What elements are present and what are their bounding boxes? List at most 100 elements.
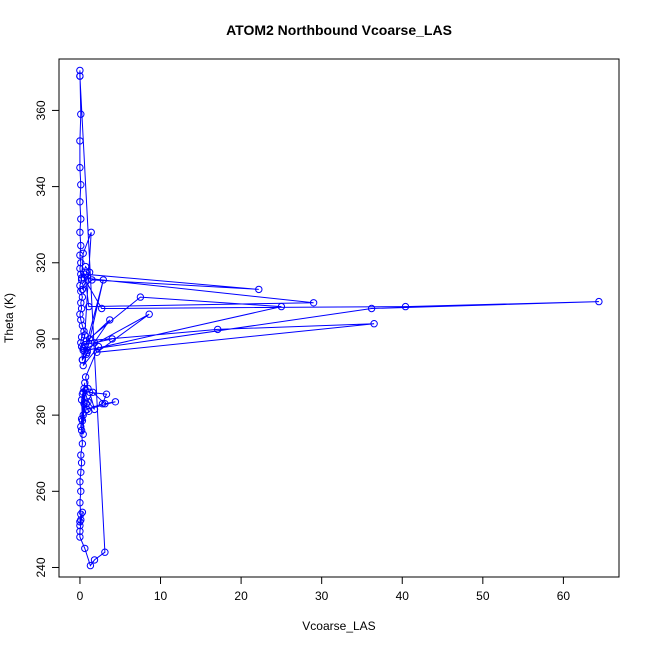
y-tick-label: 300 — [34, 329, 48, 349]
y-tick-label: 280 — [34, 405, 48, 425]
data-point — [85, 388, 94, 396]
y-tick-label: 260 — [34, 481, 48, 501]
data-point — [84, 384, 92, 393]
data-point — [77, 468, 85, 476]
data-point — [401, 302, 410, 311]
data-point — [80, 400, 88, 408]
data-point — [214, 325, 222, 334]
y-tick-label: 360 — [34, 100, 48, 120]
x-tick-label: 0 — [77, 589, 84, 603]
data-point — [77, 299, 85, 307]
data-point — [77, 459, 86, 467]
data-point — [76, 66, 84, 75]
data-point — [76, 72, 84, 80]
data-point — [255, 285, 263, 294]
data-point — [106, 316, 114, 324]
data-point — [595, 297, 603, 306]
data-point — [77, 422, 85, 431]
data-point — [77, 110, 85, 118]
data-point — [79, 430, 87, 438]
data-point — [309, 299, 318, 307]
data-point — [89, 388, 97, 396]
x-tick-label: 40 — [396, 589, 410, 603]
data-point — [90, 405, 99, 414]
data-point — [77, 215, 85, 223]
data-point — [98, 400, 107, 408]
data-point — [81, 341, 89, 349]
data-point — [77, 451, 85, 459]
data-point — [88, 276, 96, 284]
data-point — [81, 544, 89, 553]
data-point — [111, 398, 120, 406]
data-point — [76, 198, 84, 206]
data-point — [77, 181, 85, 189]
data-point — [81, 379, 89, 387]
data-point — [98, 304, 106, 313]
data-point — [370, 320, 378, 328]
data-point — [86, 561, 95, 570]
data-point — [84, 398, 92, 406]
data-point — [83, 405, 91, 414]
data-point — [77, 259, 85, 267]
data-point — [78, 356, 87, 364]
data-point — [76, 310, 84, 318]
y-tick-label: 340 — [34, 176, 48, 196]
chart-title: ATOM2 Northbound Vcoarse_LAS — [226, 22, 452, 38]
data-point — [81, 373, 90, 381]
data-point — [87, 228, 95, 237]
data-point — [81, 386, 90, 395]
data-point — [90, 339, 99, 347]
x-axis: 0 10 20 30 40 50 60 — [77, 576, 571, 603]
data-point — [76, 478, 84, 486]
x-tick-label: 50 — [476, 589, 490, 603]
data-point — [76, 521, 84, 530]
data-point — [85, 268, 94, 276]
y-tick-label: 320 — [34, 252, 48, 272]
data-point — [76, 499, 84, 507]
data-point — [80, 274, 88, 282]
data-point — [85, 335, 94, 343]
data-point — [367, 304, 376, 313]
data-point — [145, 310, 153, 318]
data-point — [76, 281, 84, 290]
data-point — [76, 228, 84, 237]
x-axis-label: Vcoarse_LAS — [302, 619, 375, 633]
data-point — [78, 285, 87, 294]
y-axis: 240 260 280 300 320 340 360 — [34, 100, 60, 577]
data-point — [76, 137, 84, 145]
data-point — [90, 556, 99, 564]
data-point — [76, 527, 84, 535]
data-point — [94, 342, 103, 351]
data-point — [136, 293, 145, 301]
series-line — [79, 70, 599, 567]
y-tick-label: 240 — [34, 557, 48, 577]
data-point — [76, 533, 84, 541]
data-point — [101, 400, 109, 408]
data-point — [99, 276, 108, 284]
data-point — [79, 411, 87, 419]
data-point — [83, 348, 91, 356]
data-point — [79, 249, 87, 258]
data-point — [277, 302, 286, 311]
data-point — [102, 390, 111, 398]
data-point — [80, 384, 88, 393]
y-axis-label: Theta (K) — [2, 293, 16, 343]
data-point — [79, 361, 87, 370]
data-point — [77, 241, 85, 250]
x-tick-label: 10 — [154, 589, 168, 603]
data-point — [81, 270, 89, 278]
series-layer — [76, 66, 603, 570]
data-point — [77, 516, 85, 524]
data-point — [81, 262, 90, 271]
x-tick-label: 20 — [234, 589, 248, 603]
data-point — [78, 440, 87, 448]
data-point — [76, 163, 84, 172]
x-tick-label: 30 — [315, 589, 329, 603]
data-point — [77, 487, 85, 495]
data-point — [108, 335, 116, 343]
x-tick-label: 60 — [557, 589, 571, 603]
data-point — [78, 508, 87, 516]
data-point — [77, 510, 85, 518]
data-point — [82, 400, 91, 408]
